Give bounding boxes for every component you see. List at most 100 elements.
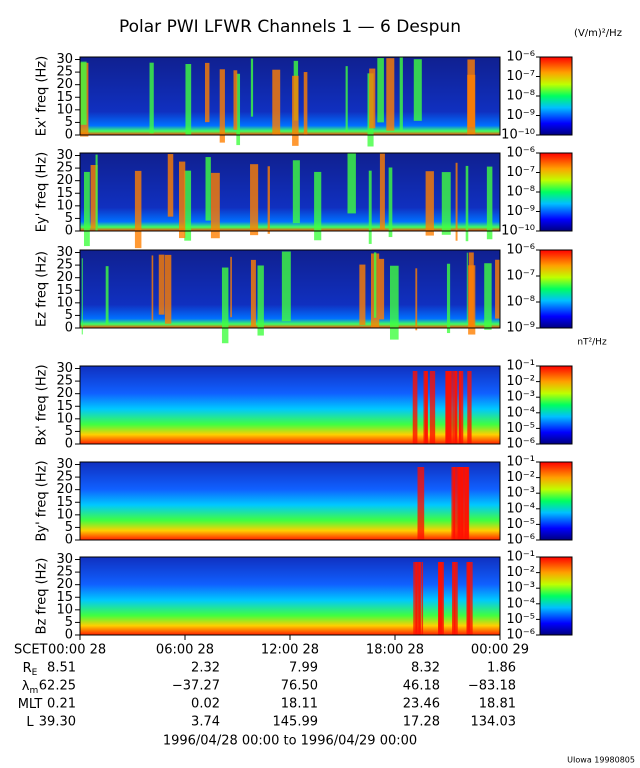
burst <box>425 371 428 444</box>
burst <box>368 170 372 244</box>
burst <box>415 268 418 331</box>
footer: UIowa 19980805 <box>567 756 635 765</box>
y-tick-label: 10 <box>56 507 73 522</box>
burst <box>303 72 308 135</box>
burst <box>267 166 270 234</box>
y-tick-label: 25 <box>56 374 73 389</box>
burst <box>205 62 210 123</box>
y-tick-label: 0 <box>65 437 73 452</box>
burst <box>413 562 415 635</box>
y-tick-label: 30 <box>56 457 73 472</box>
colorbar-tick-label: 10⁻² <box>506 565 535 580</box>
burst <box>447 371 452 444</box>
burst <box>105 266 109 325</box>
y-tick-label: 5 <box>65 424 73 439</box>
burst <box>452 562 456 635</box>
burst <box>484 263 492 330</box>
y-tick-label: 20 <box>56 386 73 401</box>
y-tick-label: 25 <box>56 470 73 485</box>
colorbar-tick-label: 10⁻⁶ <box>506 437 535 452</box>
burst <box>389 265 399 340</box>
y-axis-label: Ez freq (Hz) <box>35 251 50 327</box>
burst <box>210 172 220 239</box>
y-tick-label: 10 <box>56 102 73 117</box>
x-tick-label: 12:00 28 <box>261 643 319 658</box>
burst <box>386 58 395 131</box>
y-tick-label: 10 <box>56 295 73 310</box>
y-tick-label: 20 <box>56 482 73 497</box>
ephemeris-value: 2.32 <box>191 661 220 676</box>
colorbar-tick-label: 10⁻¹ <box>506 455 535 470</box>
colorbar-tick-label: 10⁻⁴ <box>506 405 535 420</box>
burst <box>379 153 385 230</box>
y-tick-label: 5 <box>65 520 73 535</box>
burst <box>438 562 444 635</box>
y-tick-label: 20 <box>56 270 73 285</box>
burst <box>369 68 376 129</box>
colorbar-tick-label: 10⁻¹⁰ <box>501 224 535 239</box>
burst <box>95 154 98 231</box>
colorbar-tick-label: 10⁻⁶ <box>506 533 535 548</box>
burst <box>292 160 300 224</box>
spectrogram <box>80 557 500 635</box>
burst <box>185 64 192 136</box>
y-tick-label: 30 <box>56 52 73 67</box>
burst <box>219 69 225 143</box>
row-label: RE <box>23 661 38 678</box>
burst <box>151 255 154 321</box>
x-axis-label: SCET <box>14 643 48 658</box>
x-tick-label: 00:00 28 <box>48 643 106 658</box>
plot-frame <box>79 365 501 445</box>
burst <box>80 61 87 125</box>
y-tick-label: 5 <box>65 615 73 630</box>
colorbar-tick-label: 10⁻² <box>506 470 535 485</box>
burst <box>272 69 281 136</box>
burst <box>429 371 436 444</box>
ephemeris-value: 134.03 <box>471 715 517 730</box>
burst <box>453 467 456 540</box>
y-tick-label: 25 <box>56 161 73 176</box>
burst <box>452 371 458 444</box>
burst <box>167 154 174 217</box>
colorbar-tick-label: 10⁻⁷ <box>506 269 535 284</box>
burst <box>81 258 83 335</box>
y-tick-label: 30 <box>56 552 73 567</box>
ephemeris-value: 18.11 <box>281 697 318 712</box>
y-tick-label: 5 <box>65 308 73 323</box>
row-label: MLT <box>18 697 43 712</box>
ephemeris-value: 0.02 <box>191 697 220 712</box>
colorbar <box>539 249 573 329</box>
colorbar-tick-label: 10⁻⁷ <box>506 165 535 180</box>
burst <box>465 165 469 242</box>
row-label: L <box>26 715 34 730</box>
spectrogram <box>80 153 500 231</box>
y-axis-label: Bz freq (Hz) <box>35 558 50 635</box>
burst <box>221 267 229 344</box>
spectrogram <box>80 57 500 135</box>
burst <box>461 467 468 540</box>
y-tick-label: 0 <box>65 128 73 143</box>
spectrogram <box>80 366 500 444</box>
burst <box>149 62 154 134</box>
ephemeris-value: 0.21 <box>47 697 76 712</box>
burst <box>314 171 322 241</box>
colorbar-tick-label: 10⁻¹ <box>506 550 535 565</box>
ephemeris-value: 8.32 <box>411 661 440 676</box>
plot-frame <box>79 152 501 232</box>
x-tick-label: 00:00 29 <box>471 643 529 658</box>
burst <box>468 265 476 335</box>
colorbar-tick-label: 10⁻⁶ <box>506 628 535 643</box>
plot-frame <box>79 56 501 136</box>
chart-title: Polar PWI LFWR Channels 1 — 6 Despun <box>119 17 461 37</box>
ephemeris-value: 8.51 <box>47 661 76 676</box>
x-tick-label: 18:00 28 <box>366 643 424 658</box>
ephemeris-value: 39.30 <box>39 715 76 730</box>
y-tick-label: 15 <box>56 590 73 605</box>
colorbar <box>539 56 573 136</box>
burst <box>257 265 264 336</box>
ephemeris-value: 46.18 <box>403 679 440 694</box>
burst <box>451 467 455 540</box>
burst <box>378 258 385 320</box>
row-label-sub: E <box>32 668 38 678</box>
burst <box>250 58 254 117</box>
